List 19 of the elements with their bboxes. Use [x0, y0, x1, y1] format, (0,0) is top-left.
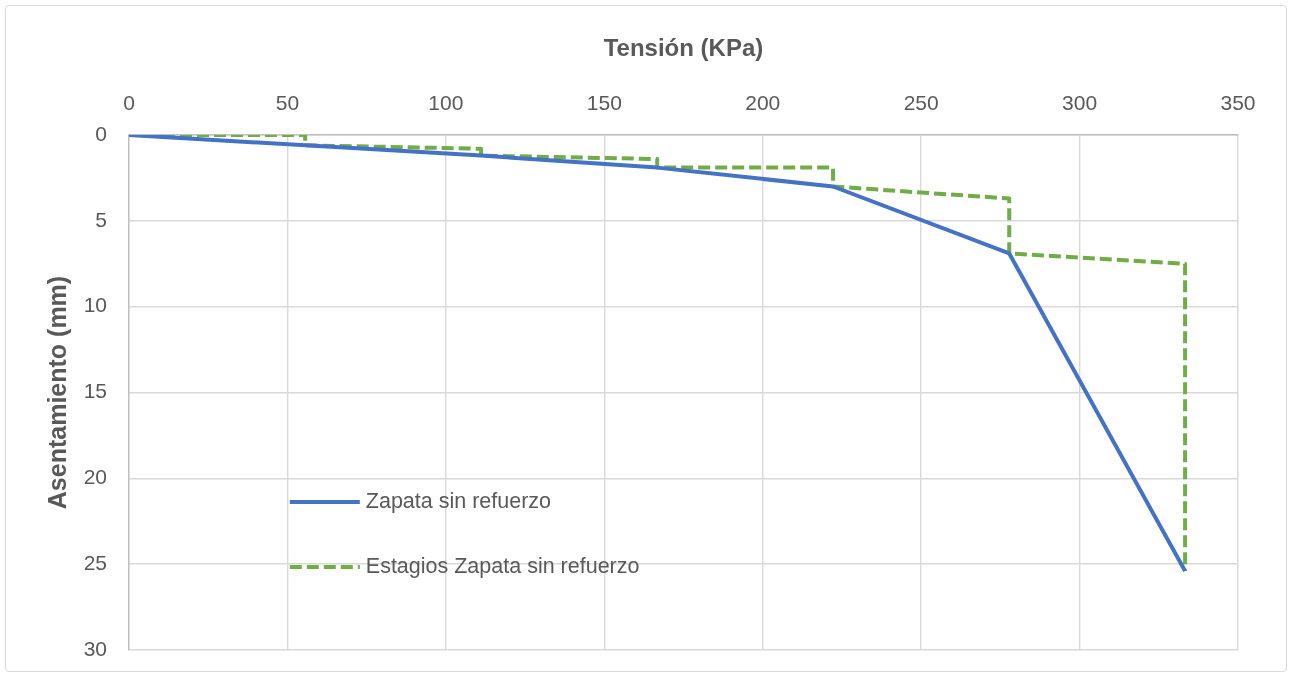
- x-tick-label: 250: [903, 91, 939, 115]
- y-tick-label: 5: [95, 207, 107, 231]
- legend-label: Estagios Zapata sin refuerzo: [365, 553, 640, 578]
- x-axis-title: Tensión (KPa): [603, 34, 764, 62]
- x-tick-label: 150: [586, 91, 622, 115]
- x-tick-label: 300: [1062, 91, 1098, 115]
- x-tick-label: 350: [1220, 91, 1256, 115]
- y-tick-label: 15: [83, 379, 107, 403]
- y-tick-label: 10: [83, 293, 107, 317]
- y-tick-label: 25: [83, 550, 107, 574]
- y-tick-label: 30: [83, 636, 107, 660]
- x-tick-label: 200: [745, 91, 781, 115]
- x-tick-label: 50: [275, 91, 300, 115]
- legend-label: Zapata sin refuerzo: [365, 488, 552, 513]
- x-tick-label: 100: [428, 91, 464, 115]
- x-tick-label: 0: [123, 91, 135, 115]
- y-tick-label: 0: [95, 121, 107, 145]
- y-axis-title: Asentamiento (mm): [42, 275, 71, 510]
- y-tick-label: 20: [83, 465, 107, 489]
